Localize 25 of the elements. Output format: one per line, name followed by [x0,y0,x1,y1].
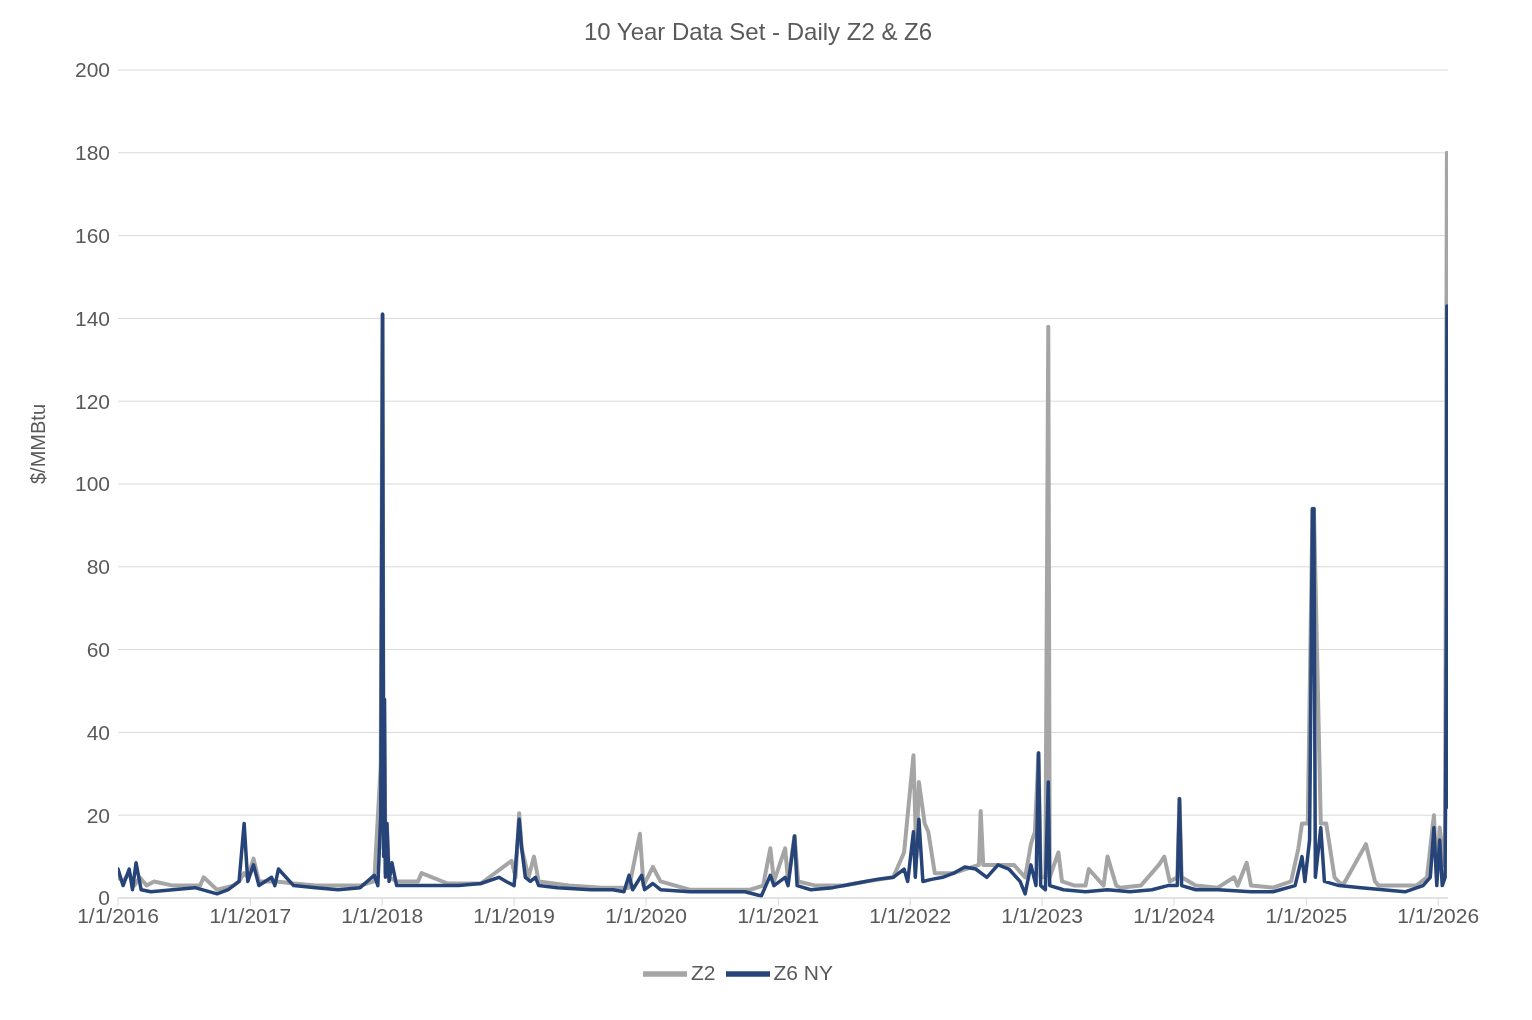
y-tick-label: 140 [74,306,110,330]
y-tick-label: 100 [74,472,110,496]
y-tick-label: 120 [74,389,110,413]
x-tick-label: 1/1/2022 [869,903,952,927]
y-tick-label: 40 [86,720,110,744]
x-tick-label: 1/1/2017 [209,903,292,927]
x-tick-label: 1/1/2018 [341,903,424,927]
y-axis-title: $/MMBtu [27,403,50,484]
y-tick-label: 200 [74,58,110,82]
x-tick-label: 1/1/2021 [737,903,820,927]
y-tick-label: 60 [86,638,110,662]
y-tick-label: 20 [86,803,110,827]
x-tick-label: 1/1/2019 [473,903,555,927]
y-tick-label: 160 [74,224,110,248]
y-tick-label: 180 [74,141,110,165]
legend-label: Z2 [690,960,716,984]
y-tick-label: 80 [86,555,110,579]
chart-title: 10 Year Data Set - Daily Z2 & Z6 [582,18,934,46]
x-tick-label: 1/1/2025 [1265,903,1348,927]
x-tick-label: 1/1/2024 [1133,903,1216,927]
x-tick-label: 1/1/2026 [1397,903,1480,927]
legend-label: Z6 NY [773,960,834,984]
y-tick-label: 0 [98,886,110,910]
x-tick-label: 1/1/2023 [1001,903,1084,927]
x-tick-label: 1/1/2020 [605,903,687,927]
